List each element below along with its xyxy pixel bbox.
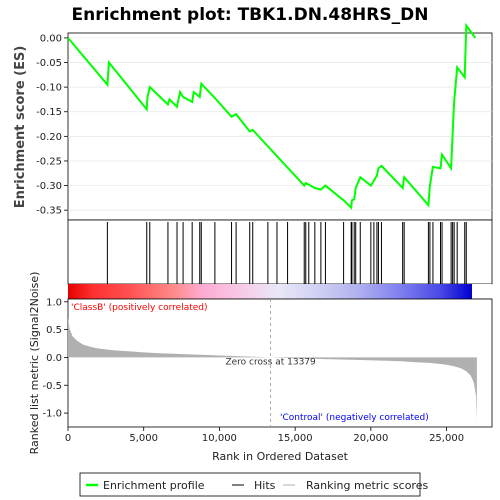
hits-panel	[67, 219, 493, 285]
metric-frame	[67, 298, 493, 428]
metric-panel: Zero cross at 13379 'ClassB' (positively…	[28, 272, 493, 463]
x-tick-label: 5,000	[129, 433, 158, 444]
es-y-tick-label: 0.00	[40, 33, 62, 44]
legend-ranking-metric: Ranking metric scores	[306, 479, 428, 492]
x-axis-label: Rank in Ordered Dataset	[212, 450, 349, 463]
es-y-axis-label: Enrichment score (ES)	[13, 46, 28, 209]
metric-y-tick-label: -0.5	[42, 381, 62, 392]
metric-y-tick-label: 1.0	[46, 297, 62, 308]
hit-marks	[106, 222, 467, 284]
es-y-tick-label: -0.35	[36, 206, 62, 217]
es-panel: 0.00-0.05-0.10-0.15-0.20-0.25-0.30-0.35 …	[13, 22, 493, 221]
es-y-tick-label: -0.20	[36, 132, 62, 143]
rank-color-bar	[68, 284, 492, 300]
color-bar-tail	[472, 284, 492, 299]
metric-y-tick-label: 0.0	[46, 353, 62, 364]
metric-y-tick-label: 0.5	[46, 325, 62, 336]
es-y-tick-label: -0.15	[36, 107, 62, 118]
es-y-tick-label: -0.25	[36, 156, 62, 167]
x-tick-label: 10,000	[202, 433, 237, 444]
legend: Enrichment profile Hits Ranking metric s…	[79, 472, 428, 497]
x-tick-label: 25,000	[429, 433, 464, 444]
metric-y-ticks: 1.0 0.5 0.0 -0.5 -1.0	[42, 297, 68, 420]
enrichment-profile-line	[67, 22, 477, 210]
negative-class-label: 'Controal' (negatively correlated)	[280, 413, 429, 423]
es-y-ticks: 0.00 -0.05 -0.10 -0.15 -0.20 -0.25 -0.30 -0.35	[36, 33, 68, 217]
x-tick-label: 20,000	[353, 433, 388, 444]
x-tick-label: 15,000	[278, 433, 313, 444]
legend-hits: Hits	[254, 479, 276, 492]
metric-y-tick-label: -1.0	[42, 409, 62, 420]
chart-title: Enrichment plot: TBK1.DN.48HRS_DN	[72, 5, 429, 25]
es-y-tick-label: -0.05	[36, 58, 62, 69]
metric-y-axis-label: Ranked list metric (Signal2Noise)	[28, 272, 41, 455]
es-plot-frame	[67, 32, 493, 221]
legend-frame	[79, 472, 421, 497]
positive-class-label: 'ClassB' (positively correlated)	[71, 303, 208, 313]
hits-frame	[67, 219, 493, 285]
color-bar-gradient	[68, 284, 472, 299]
es-y-tick-label: -0.10	[36, 83, 62, 94]
legend-enrichment-profile: Enrichment profile	[103, 479, 205, 492]
es-gridlines	[68, 37, 492, 211]
x-tick-label: 0	[65, 433, 71, 444]
x-ticks: 0 5,000 10,000 15,000 20,000 25,000	[65, 427, 464, 444]
es-y-tick-label: -0.30	[36, 181, 62, 192]
zero-cross-label: Zero cross at 13379	[225, 357, 316, 367]
